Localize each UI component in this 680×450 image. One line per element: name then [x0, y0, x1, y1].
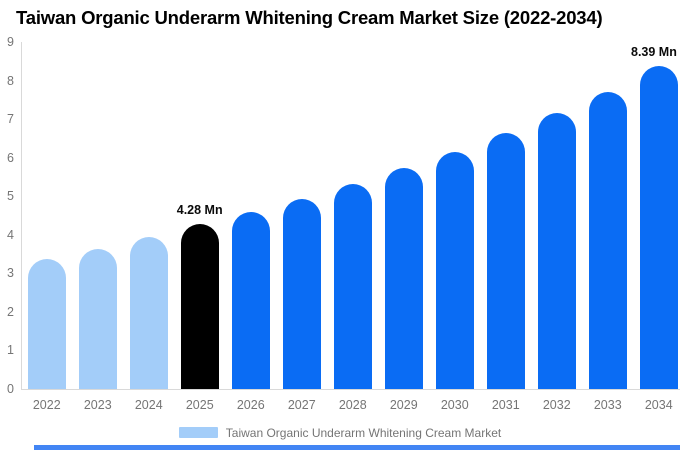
x-axis-line — [21, 389, 680, 390]
bar-2028 — [334, 184, 372, 389]
legend-swatch — [178, 427, 218, 438]
y-axis-tick-label: 5 — [7, 189, 14, 204]
y-axis-tick-label: 4 — [7, 227, 14, 242]
y-axis-tick-label: 6 — [7, 150, 14, 165]
x-axis-tick-label: 2024 — [134, 398, 163, 412]
y-axis-tick-label: 7 — [7, 112, 14, 127]
bar-2027 — [283, 198, 321, 389]
x-axis-tick-label: 2032 — [542, 398, 571, 412]
y-axis-tick-label: 1 — [7, 343, 14, 358]
bar-2032 — [538, 112, 576, 389]
bar-2031 — [487, 133, 525, 389]
x-axis-tick-label: 2031 — [491, 398, 520, 412]
x-axis-tick-label: 2034 — [644, 398, 673, 412]
bar-value-label: 8.39 Mn — [631, 44, 677, 59]
bar-2026 — [232, 212, 270, 389]
x-axis-tick-label: 2027 — [287, 398, 316, 412]
x-axis-tick-label: 2023 — [83, 398, 112, 412]
bottom-accent-bar — [34, 445, 680, 450]
bar-2022 — [28, 258, 66, 389]
bar-2025 — [181, 223, 219, 389]
y-axis-tick-label: 0 — [7, 382, 14, 396]
x-axis-tick-label: 2033 — [593, 398, 622, 412]
y-axis-tick-label: 2 — [7, 304, 14, 319]
bar-2029 — [385, 168, 423, 389]
bar-value-label: 4.28 Mn — [176, 202, 223, 217]
x-axis-tick-label: 2028 — [338, 398, 367, 412]
y-axis-tick-label: 9 — [7, 35, 14, 49]
x-axis-tick-label: 2025 — [185, 398, 214, 412]
x-axis-tick-label: 2026 — [236, 398, 265, 412]
y-axis-tick-label: 8 — [7, 73, 14, 88]
bar-2024 — [130, 237, 168, 389]
y-axis-line — [21, 42, 22, 389]
bar-2033 — [589, 92, 627, 389]
x-axis-tick-label: 2022 — [32, 398, 61, 412]
bar-2030 — [436, 151, 474, 389]
x-axis-tick-label: 2029 — [389, 398, 418, 412]
y-axis-tick-label: 3 — [7, 266, 14, 281]
x-axis-tick-label: 2030 — [440, 398, 469, 412]
legend-label: Taiwan Organic Underarm Whitening Cream … — [225, 425, 502, 440]
legend: Taiwan Organic Underarm Whitening Cream … — [0, 425, 680, 440]
bar-2023 — [79, 248, 117, 389]
chart-title: Taiwan Organic Underarm Whitening Cream … — [16, 7, 603, 28]
bar-2034 — [640, 65, 678, 389]
